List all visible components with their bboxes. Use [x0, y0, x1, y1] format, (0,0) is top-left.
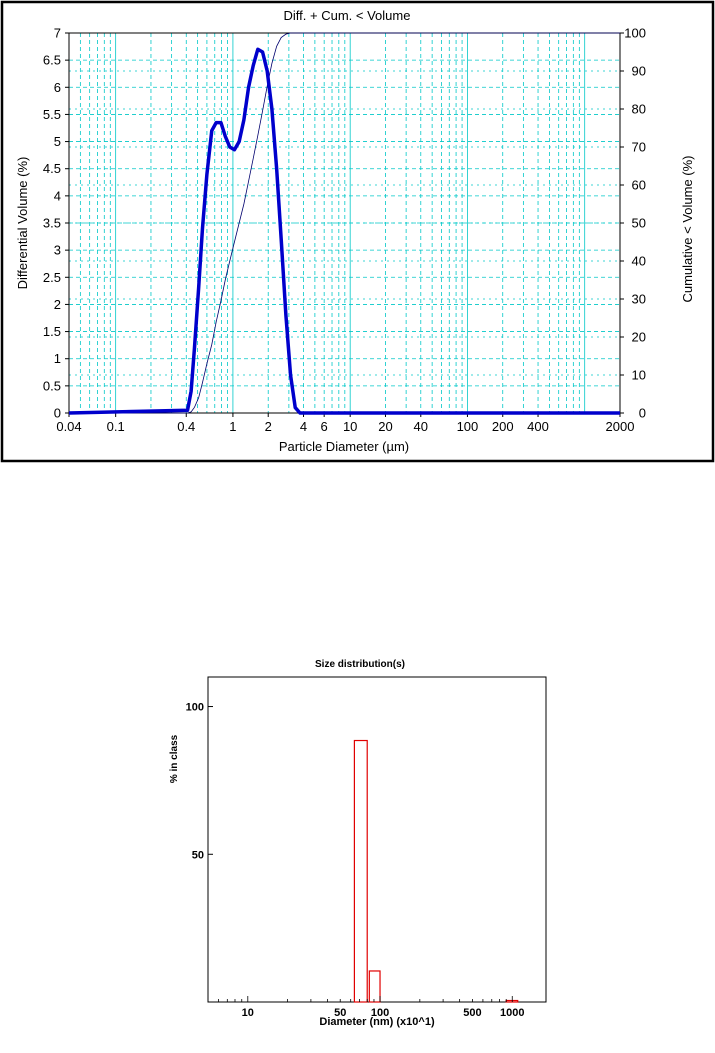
chart1-x-tick-label: 0.1	[107, 419, 125, 434]
chart1-y-tick-label: 0	[54, 406, 61, 421]
chart2-title: Size distribution(s)	[315, 659, 405, 670]
chart1-y2-tick-label: 0	[639, 406, 646, 421]
chart1-y2-tick-label: 100	[624, 26, 646, 41]
chart2-y-tick-label: 100	[186, 702, 204, 714]
chart1-y-label: Differential Volume (%)	[15, 157, 30, 290]
chart1-y-tick-label: 0.5	[43, 378, 61, 393]
cumulative-volume-line	[69, 32, 620, 414]
chart2-x-tick-label: 1000	[500, 1007, 524, 1019]
chart1-x-tick-label: 400	[527, 419, 549, 434]
chart2-x-tick-label: 50	[334, 1007, 346, 1019]
chart1-title: Diff. + Cum. < Volume	[284, 8, 411, 23]
chart2-y-label: % in class	[169, 734, 180, 783]
chart1-y-tick-label: 1.5	[43, 324, 61, 339]
chart1-y-tick-label: 2.5	[43, 270, 61, 285]
chart1-x-tick-label: 4	[300, 419, 307, 434]
chart1-y2-tick-label: 30	[632, 292, 646, 307]
chart1-x-tick-label: 2	[265, 419, 272, 434]
chart1-y2-tick-label: 60	[632, 178, 646, 193]
chart1-y2-tick-label: 20	[632, 330, 646, 345]
chart1-y-tick-label: 6.5	[43, 53, 61, 68]
chart1-y2-label: Cumulative < Volume (%)	[680, 155, 695, 302]
chart1-y-tick-label: 4	[54, 188, 61, 203]
chart2-x-axis: 10 50 100 500 1000	[218, 996, 524, 1019]
chart1-x-label: Particle Diameter (µm)	[279, 439, 409, 454]
chart1-y2-tick-label: 70	[632, 140, 646, 155]
chart1-x-tick-label: 200	[492, 419, 514, 434]
chart1-x-axis: 0.04 0.1 0.4 1 2 4 6 10 20 40 100 200 400 2000	[56, 413, 634, 434]
chart1-x-tick-label: 100	[457, 419, 479, 434]
chart1-x-tick-label: 0.4	[177, 419, 195, 434]
chart1-y2-tick-label: 80	[632, 102, 646, 117]
volume-distribution-chart: Diff. + Cum. < Volume 0.04 0.1 0.4 1 2 4 6 10 20…	[0, 0, 715, 463]
chart2-x-label: Diameter (nm) (x10^1)	[319, 1016, 435, 1028]
chart1-y2-tick-label: 90	[632, 64, 646, 79]
chart1-frame	[0, 0, 715, 463]
chart1-x-tick-label: 0.04	[56, 419, 81, 434]
chart1-y-tick-label: 5	[54, 134, 61, 149]
chart2-x-tick-label: 100	[371, 1007, 389, 1019]
chart1-y-tick-label: 7	[54, 26, 61, 41]
chart1-y2-tick-label: 50	[632, 216, 646, 231]
chart1-y-tick-label: 1	[54, 351, 61, 366]
chart1-x-tick-label: 10	[343, 419, 357, 434]
chart1-y-tick-label: 2	[54, 297, 61, 312]
chart1-x-tick-label: 2000	[606, 419, 635, 434]
chart1-y-tick-label: 5.5	[43, 107, 61, 122]
chart2-bars	[353, 739, 519, 1003]
differential-volume-line	[68, 47, 620, 415]
size-distribution-chart: Size distribution(s) 10 50 100 500 1000 5010…	[169, 659, 547, 1028]
chart2-y-axis: 50 100	[186, 702, 213, 861]
chart1-y-axis-right: 0 10 20 30 40 50 60 70 80 90 100	[620, 26, 646, 421]
chart1-y-axis-left: 0 0.5 1 1.5 2 2.5 3 3.5 4 4.5 5 5.5 6 6.5 7	[43, 26, 69, 421]
chart2-x-tick-label: 10	[242, 1007, 254, 1019]
chart1-y-tick-label: 4.5	[43, 161, 61, 176]
chart1-y-tick-label: 6	[54, 80, 61, 95]
chart1-x-tick-label: 1	[229, 419, 236, 434]
chart1-y2-tick-label: 10	[632, 368, 646, 383]
chart1-x-tick-label: 6	[321, 419, 328, 434]
chart1-x-tick-label: 40	[414, 419, 428, 434]
chart1-y-tick-label: 3	[54, 243, 61, 258]
chart1-y2-tick-label: 40	[632, 254, 646, 269]
chart2-bar	[368, 970, 381, 1003]
chart1-x-tick-label: 20	[378, 419, 392, 434]
chart1-y-tick-label: 3.5	[43, 216, 61, 231]
chart2-bar	[353, 739, 368, 1003]
chart2-plot-area	[207, 676, 547, 1003]
chart2-y-tick-label: 50	[192, 849, 204, 861]
chart2-x-tick-label: 500	[463, 1007, 481, 1019]
